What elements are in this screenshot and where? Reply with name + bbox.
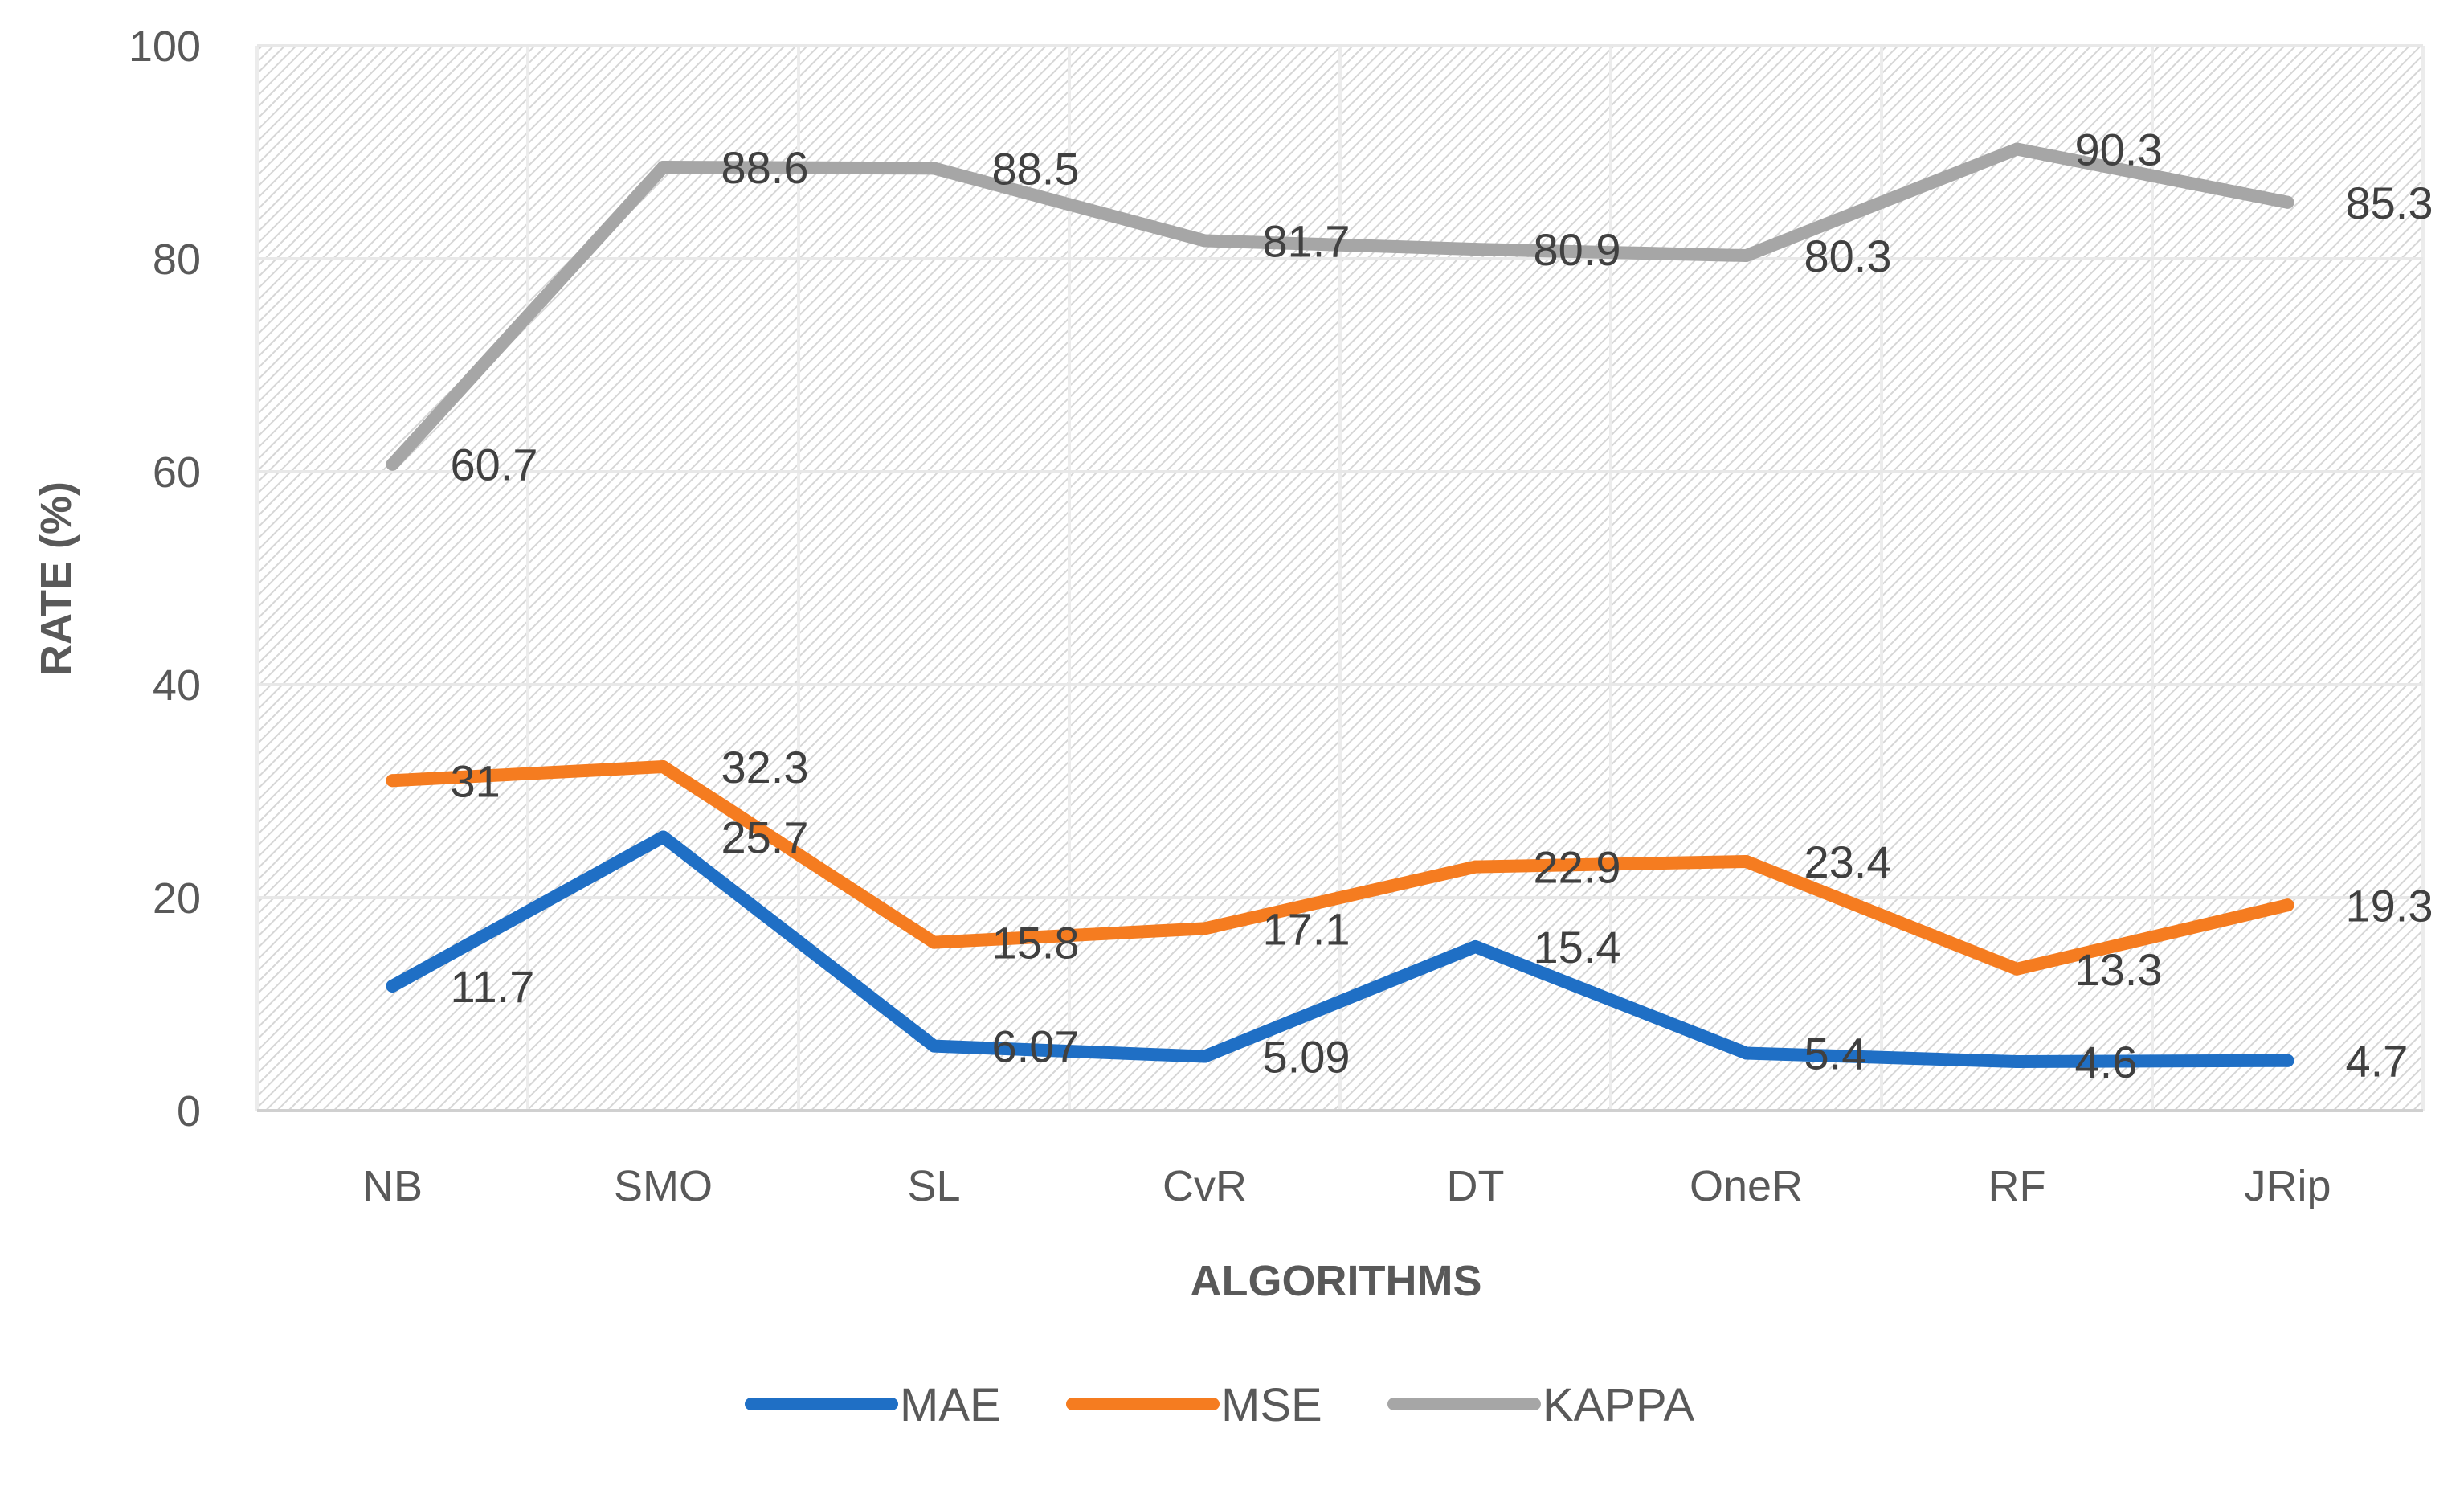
data-point-mae — [386, 979, 399, 993]
data-point-kappa — [1198, 234, 1212, 248]
legend-label-kappa: KAPPA — [1543, 1379, 1694, 1431]
data-point-mse — [1739, 854, 1753, 868]
data-point-kappa — [386, 457, 399, 471]
data-point-mse — [386, 774, 399, 788]
data-label-mse: 22.9 — [1534, 842, 1621, 893]
data-point-kappa — [2010, 142, 2024, 156]
legend-label-mae: MAE — [900, 1379, 1001, 1431]
data-point-mae — [2281, 1054, 2294, 1067]
axes: 0 20 40 60 80 100 NB SMO SL CvR DT OneR RF JRip — [129, 23, 2423, 1210]
data-point-kappa — [1739, 249, 1753, 263]
data-point-kappa — [2281, 195, 2294, 209]
series-line-kappa — [386, 142, 2294, 471]
data-label-mae: 11.7 — [451, 961, 535, 1012]
data-point-mae — [927, 1039, 941, 1053]
x-tick-label: RF — [1988, 1162, 2046, 1210]
data-label-kappa: 88.5 — [992, 143, 1080, 194]
data-point-kappa — [1469, 243, 1482, 256]
y-tick-label: 40 — [153, 661, 201, 710]
data-label-mae: 5.09 — [1263, 1032, 1351, 1083]
data-label-mae: 25.7 — [721, 812, 809, 862]
data-label-mae: 4.7 — [2346, 1036, 2409, 1087]
x-tick-label: DT — [1447, 1162, 1505, 1210]
data-label-mse: 15.8 — [992, 918, 1080, 968]
x-tick-label: NB — [362, 1162, 423, 1210]
data-point-kappa — [656, 161, 670, 174]
y-tick-label: 0 — [177, 1087, 201, 1136]
x-axis-title: ALGORITHMS — [1191, 1257, 1482, 1305]
data-point-mae — [1469, 939, 1482, 953]
legend: MAE MSE KAPPA — [745, 1379, 1694, 1431]
x-tick-label: OneR — [1690, 1162, 1803, 1210]
y-axis-title: RATE (%) — [32, 481, 80, 676]
data-label-mse: 17.1 — [1263, 903, 1351, 954]
data-point-mse — [2010, 962, 2024, 976]
legend-label-mse: MSE — [1221, 1379, 1322, 1431]
data-point-mse — [2281, 898, 2294, 912]
data-label-mse: 13.3 — [2075, 944, 2163, 995]
data-label-mse: 31 — [451, 755, 501, 806]
data-labels: 11.7 25.7 6.07 5.09 15.4 5.4 4.6 4.7 31 32.3 15.8 1… — [451, 125, 2433, 1088]
data-label-kappa: 85.3 — [2346, 178, 2433, 228]
y-tick-label: 100 — [129, 23, 201, 71]
x-tick-label: SL — [907, 1162, 960, 1210]
data-point-kappa — [927, 162, 941, 175]
data-label-kappa: 81.7 — [1263, 215, 1351, 266]
data-label-kappa: 90.3 — [2075, 125, 2163, 175]
series-lines — [386, 142, 2294, 1069]
data-point-mae — [1739, 1046, 1753, 1060]
data-label-mae: 4.6 — [2075, 1037, 2138, 1087]
x-tick-label: JRip — [2244, 1162, 2331, 1210]
data-point-mse — [656, 760, 670, 774]
series-line-mse — [386, 760, 2294, 976]
data-point-mse — [1469, 860, 1482, 874]
data-point-mae — [656, 830, 670, 844]
x-tick-label: CvR — [1163, 1162, 1247, 1210]
data-label-mse: 19.3 — [2346, 880, 2433, 931]
data-point-mse — [1198, 922, 1212, 935]
x-tick-label: SMO — [614, 1162, 713, 1210]
data-label-kappa: 80.3 — [1804, 231, 1892, 281]
data-label-kappa: 60.7 — [451, 440, 538, 490]
y-tick-label: 80 — [153, 235, 201, 284]
series-line-mae — [386, 830, 2294, 1069]
data-label-mse: 32.3 — [721, 742, 809, 792]
data-point-mse — [927, 935, 941, 949]
data-label-mae: 6.07 — [992, 1021, 1080, 1072]
data-label-mae: 5.4 — [1804, 1028, 1867, 1078]
data-point-mae — [2010, 1055, 2024, 1069]
data-label-kappa: 80.9 — [1534, 224, 1621, 275]
data-label-mae: 15.4 — [1534, 922, 1621, 972]
y-tick-label: 60 — [153, 448, 201, 497]
data-point-mae — [1198, 1050, 1212, 1063]
data-label-mse: 23.4 — [1804, 837, 1892, 887]
y-tick-label: 20 — [153, 874, 201, 923]
data-label-kappa: 88.6 — [721, 142, 809, 193]
